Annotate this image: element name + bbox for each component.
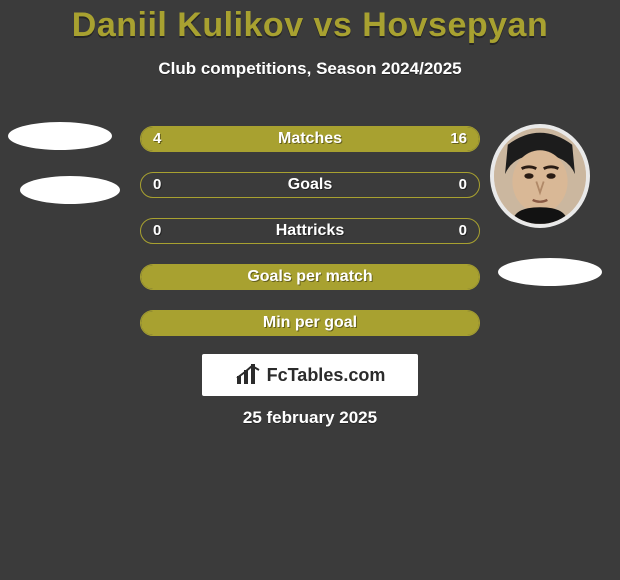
bar-goals-label: Goals [141, 173, 479, 197]
player-right-face-icon [494, 128, 586, 224]
bar-matches: 4 Matches 16 [140, 126, 480, 152]
bar-gpm-val-right [455, 265, 479, 289]
bar-mpg-val-right [455, 311, 479, 335]
bar-goals-per-match: Goals per match [140, 264, 480, 290]
bar-goals: 0 Goals 0 [140, 172, 480, 198]
fctables-logo-text: FcTables.com [267, 365, 386, 386]
bar-matches-label: Matches [141, 127, 479, 151]
bar-matches-val-right: 16 [438, 127, 479, 151]
page-title: Daniil Kulikov vs Hovsepyan [0, 0, 620, 45]
player-left-avatar-ellipse-1 [8, 122, 112, 150]
bar-min-per-goal: Min per goal [140, 310, 480, 336]
player-right-avatar [490, 124, 590, 228]
bar-mpg-label: Min per goal [141, 311, 479, 335]
bar-gpm-label: Goals per match [141, 265, 479, 289]
bar-chart-icon [235, 364, 261, 386]
bar-hattricks-label: Hattricks [141, 219, 479, 243]
bar-hattricks-val-right: 0 [447, 219, 479, 243]
bar-goals-val-right: 0 [447, 173, 479, 197]
player-left-avatar-ellipse-2 [20, 176, 120, 204]
fctables-logo[interactable]: FcTables.com [202, 354, 418, 396]
bar-hattricks: 0 Hattricks 0 [140, 218, 480, 244]
subtitle: Club competitions, Season 2024/2025 [0, 59, 620, 79]
date-label: 25 february 2025 [0, 408, 620, 428]
comparison-bars: 4 Matches 16 0 Goals 0 0 Hattricks 0 Goa… [140, 126, 480, 356]
player-right-avatar-ellipse-2 [498, 258, 602, 286]
